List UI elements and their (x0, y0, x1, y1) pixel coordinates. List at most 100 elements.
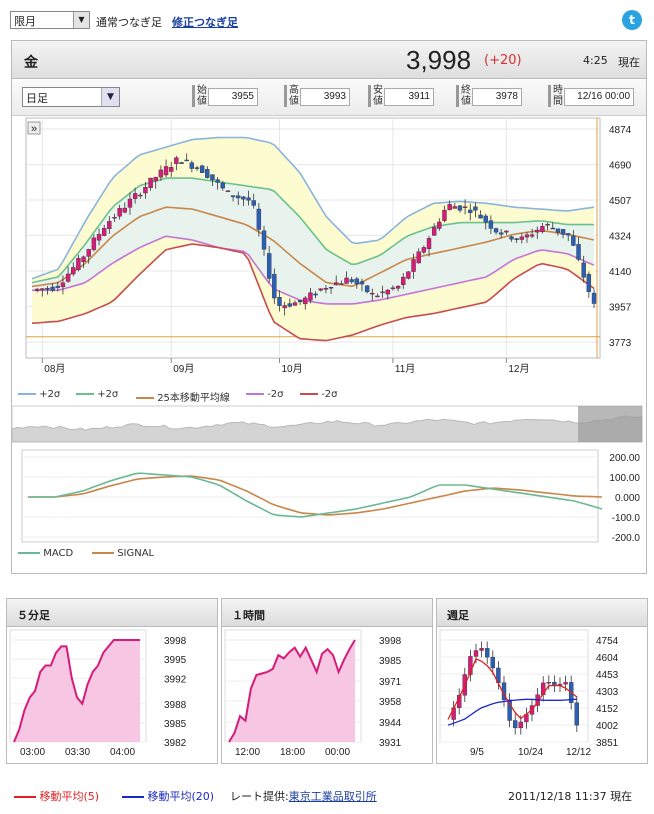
candle-body (349, 279, 354, 283)
candle-body (122, 207, 128, 213)
time-value: 12/16 00:00 (564, 88, 634, 106)
candle-body (256, 208, 262, 230)
rate-source: レート提供:東京工業品取引所 (230, 790, 377, 803)
candle-body (370, 292, 375, 295)
interval-value: 日足 (26, 92, 48, 105)
candle-body (158, 169, 164, 178)
candle-body (251, 200, 256, 206)
candle-body (112, 216, 117, 219)
candle-body (323, 287, 329, 290)
y-tick-label: 3957 (609, 302, 632, 313)
candle-body (86, 249, 91, 257)
candle-body (81, 256, 86, 263)
candle-body (199, 165, 205, 173)
candle-body (591, 292, 597, 304)
twitter-icon[interactable]: t (622, 10, 642, 30)
y-tick-label: 4690 (609, 161, 632, 172)
candle-body (50, 286, 55, 291)
candle-body (339, 283, 344, 285)
candle-body (334, 282, 339, 286)
candle-body (437, 221, 442, 229)
candle-body (246, 197, 251, 201)
legend-signal: SIGNAL (92, 548, 154, 559)
legend-lower1: -2σ (246, 389, 284, 400)
candle-body (215, 179, 220, 183)
candle-body (143, 187, 148, 194)
macd-line (28, 472, 603, 518)
quote-time: 4:25 (583, 54, 608, 67)
candle-body (127, 198, 133, 208)
top-bar: 限月 ▼ 通常つなぎ足 修正つなぎ足 t (10, 10, 644, 34)
candle-body (560, 229, 566, 235)
candle-body (303, 297, 308, 305)
candle-body (483, 215, 488, 223)
update-datetime: 2011/12/18 11:37 現在 (508, 790, 633, 803)
candle-body (462, 206, 468, 208)
candle-body (498, 232, 504, 235)
candle-body (375, 295, 380, 298)
candle-body (509, 236, 514, 240)
candle-body (132, 193, 138, 199)
candle-body (354, 278, 360, 285)
lower-band-1 (32, 235, 595, 305)
candle-body (292, 302, 298, 306)
candle-body (488, 220, 494, 229)
x-tick-label: 11月 (395, 363, 415, 375)
candle-body (504, 230, 509, 233)
candle-body (550, 227, 555, 230)
x-tick-label: 08月 (44, 363, 65, 375)
candle-body (359, 281, 365, 285)
x-tick-label: 12月 (508, 363, 529, 375)
expand-icon: » (31, 123, 37, 135)
y-tick-label: 4874 (609, 125, 632, 136)
candle-body (76, 258, 81, 270)
candle-body (107, 221, 112, 229)
candle-body (55, 285, 60, 288)
candle-body (45, 287, 50, 290)
candle-body (447, 204, 452, 210)
candle-body (493, 228, 499, 233)
adjusted-continuous-link[interactable]: 修正つなぎ足 (172, 16, 238, 29)
macd-y-tick-label: -200.0 (612, 533, 641, 544)
macd-y-tick-label: 200.00 (609, 453, 640, 464)
chevron-down-icon: ▼ (73, 12, 89, 28)
candle-body (581, 262, 586, 278)
current-price: 3,998 (406, 45, 472, 75)
band-fill-inner (32, 178, 594, 304)
five-minute-title: ５分足 (7, 599, 217, 627)
candle-body (431, 227, 437, 236)
open-value: 3955 (208, 88, 258, 106)
candle-body (65, 273, 71, 282)
ohlc-bar: 日足 ▼ 始値 3955 高値 3993 安値 3911 終値 3978 時間 1… (12, 80, 646, 116)
candle-body (328, 287, 334, 289)
candle-body (210, 174, 215, 181)
candle-body (442, 209, 447, 221)
candle-body (571, 235, 576, 246)
candle-body (138, 194, 143, 197)
low-label: 安値 (368, 85, 383, 107)
candle-body (308, 292, 313, 301)
candle-body (545, 224, 550, 226)
continuous-label: 通常つなぎ足 (96, 16, 162, 29)
candle-body (189, 162, 195, 169)
macd-y-tick-label: -100.0 (612, 513, 641, 524)
legend-lower2: -2σ (300, 389, 338, 400)
candle-body (555, 228, 561, 233)
expand-button (27, 121, 41, 135)
chevron-down-icon: ▼ (101, 88, 119, 106)
macd-y-tick-label: 100.00 (609, 473, 640, 484)
interval-select[interactable]: 日足 ▼ (22, 87, 120, 107)
time-label: 時間 (548, 85, 563, 107)
source-link[interactable]: 東京工業品取引所 (288, 790, 377, 803)
contract-month-select[interactable]: 限月 ▼ (10, 11, 90, 29)
candle-body (220, 182, 225, 189)
candle-body (277, 296, 282, 306)
quote-header: 金 3,998 (+20) 4:25 現在 (12, 41, 646, 79)
macd-y-tick-label: 0.000 (615, 493, 640, 504)
candle-body (344, 277, 349, 284)
candle-body (148, 177, 153, 188)
candle-body (96, 234, 102, 241)
candle-body (194, 167, 200, 169)
candle-body (364, 285, 370, 293)
x-tick-label: 09月 (173, 363, 194, 375)
